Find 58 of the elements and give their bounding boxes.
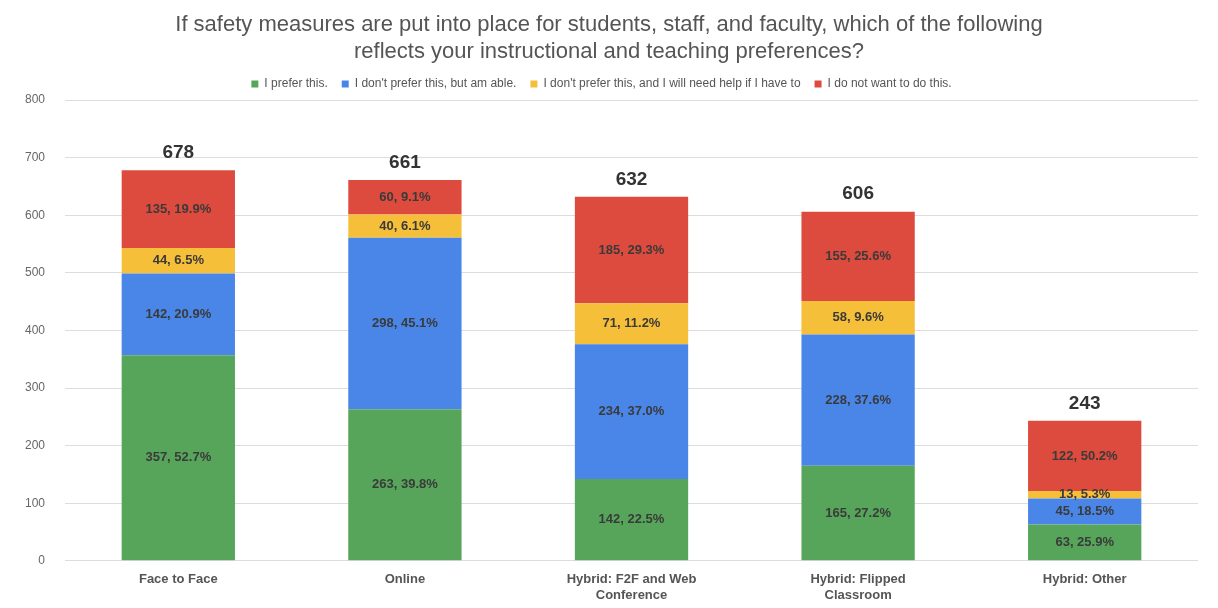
bar xyxy=(121,273,235,356)
bar xyxy=(801,465,915,561)
bar xyxy=(574,479,689,561)
total-label: 678 xyxy=(162,141,195,163)
bar xyxy=(121,170,235,249)
total-label: 243 xyxy=(1068,391,1101,413)
bar xyxy=(574,196,689,304)
legend-label: I prefer this. xyxy=(264,76,328,91)
y-tick-label: 700 xyxy=(24,149,46,164)
x-tick-label: Hybrid: Other xyxy=(1042,571,1127,587)
data-label: 60, 9.1% xyxy=(379,188,432,204)
total-label: 632 xyxy=(615,167,648,189)
data-label: 63, 25.9% xyxy=(1055,533,1115,549)
bar xyxy=(801,211,915,302)
total-label: 661 xyxy=(389,150,422,172)
y-tick-label: 200 xyxy=(24,437,46,452)
data-label: 142, 22.5% xyxy=(598,511,665,527)
x-tick-label: Hybrid: F2F and Web Conference xyxy=(566,571,697,602)
data-label: 142, 20.9% xyxy=(145,305,212,321)
y-tick-label: 500 xyxy=(24,265,46,280)
data-label: 357, 52.7% xyxy=(145,449,212,465)
x-tick-label: Face to Face xyxy=(138,571,218,587)
data-label: 185, 29.3% xyxy=(598,241,665,257)
data-label: 298, 45.1% xyxy=(372,315,439,331)
bar xyxy=(121,355,235,561)
x-tick-label: Hybrid: Flipped Classroom xyxy=(810,571,906,602)
bar xyxy=(348,237,462,410)
data-label: 228, 37.6% xyxy=(825,391,892,407)
data-label: 13, 5.3% xyxy=(1059,486,1111,502)
legend-label: I do not want to do this. xyxy=(827,76,952,91)
data-label: 263, 39.8% xyxy=(372,476,439,492)
data-label: 40, 6.1% xyxy=(379,217,432,233)
bar xyxy=(801,301,915,335)
data-label: 58, 9.6% xyxy=(832,309,885,325)
y-tick-label: 400 xyxy=(24,322,46,337)
total-label: 606 xyxy=(842,182,874,204)
y-tick-label: 800 xyxy=(24,92,46,107)
bar xyxy=(348,409,462,561)
y-tick-label: 100 xyxy=(24,495,46,510)
data-label: 165, 27.2% xyxy=(825,504,892,520)
data-label: 122, 50.2% xyxy=(1051,447,1119,463)
data-label: 45, 18.5% xyxy=(1055,503,1115,519)
legend-label: I don't prefer this, and I will need help if I have to xyxy=(543,76,801,91)
bar xyxy=(801,334,915,466)
legend-label: I don't prefer this, but am able. xyxy=(354,76,517,91)
x-tick-label: Online xyxy=(384,571,426,587)
data-label: 71, 11.2% xyxy=(602,315,661,331)
data-label: 135, 19.9% xyxy=(145,200,212,216)
bar xyxy=(574,344,689,480)
data-label: 155, 25.6% xyxy=(825,247,892,263)
bar xyxy=(574,303,689,345)
data-label: 44, 6.5% xyxy=(152,252,205,268)
data-label: 234, 37.0% xyxy=(598,403,665,419)
bar xyxy=(348,180,462,215)
y-tick-label: 300 xyxy=(24,380,46,395)
y-tick-label: 600 xyxy=(24,207,46,222)
y-tick-label: 0 xyxy=(38,553,46,568)
chart-title: If safety measures are put into place for students, staff, and faculty, which of the following reflects your instructional and teaching preferences? xyxy=(174,10,1044,64)
